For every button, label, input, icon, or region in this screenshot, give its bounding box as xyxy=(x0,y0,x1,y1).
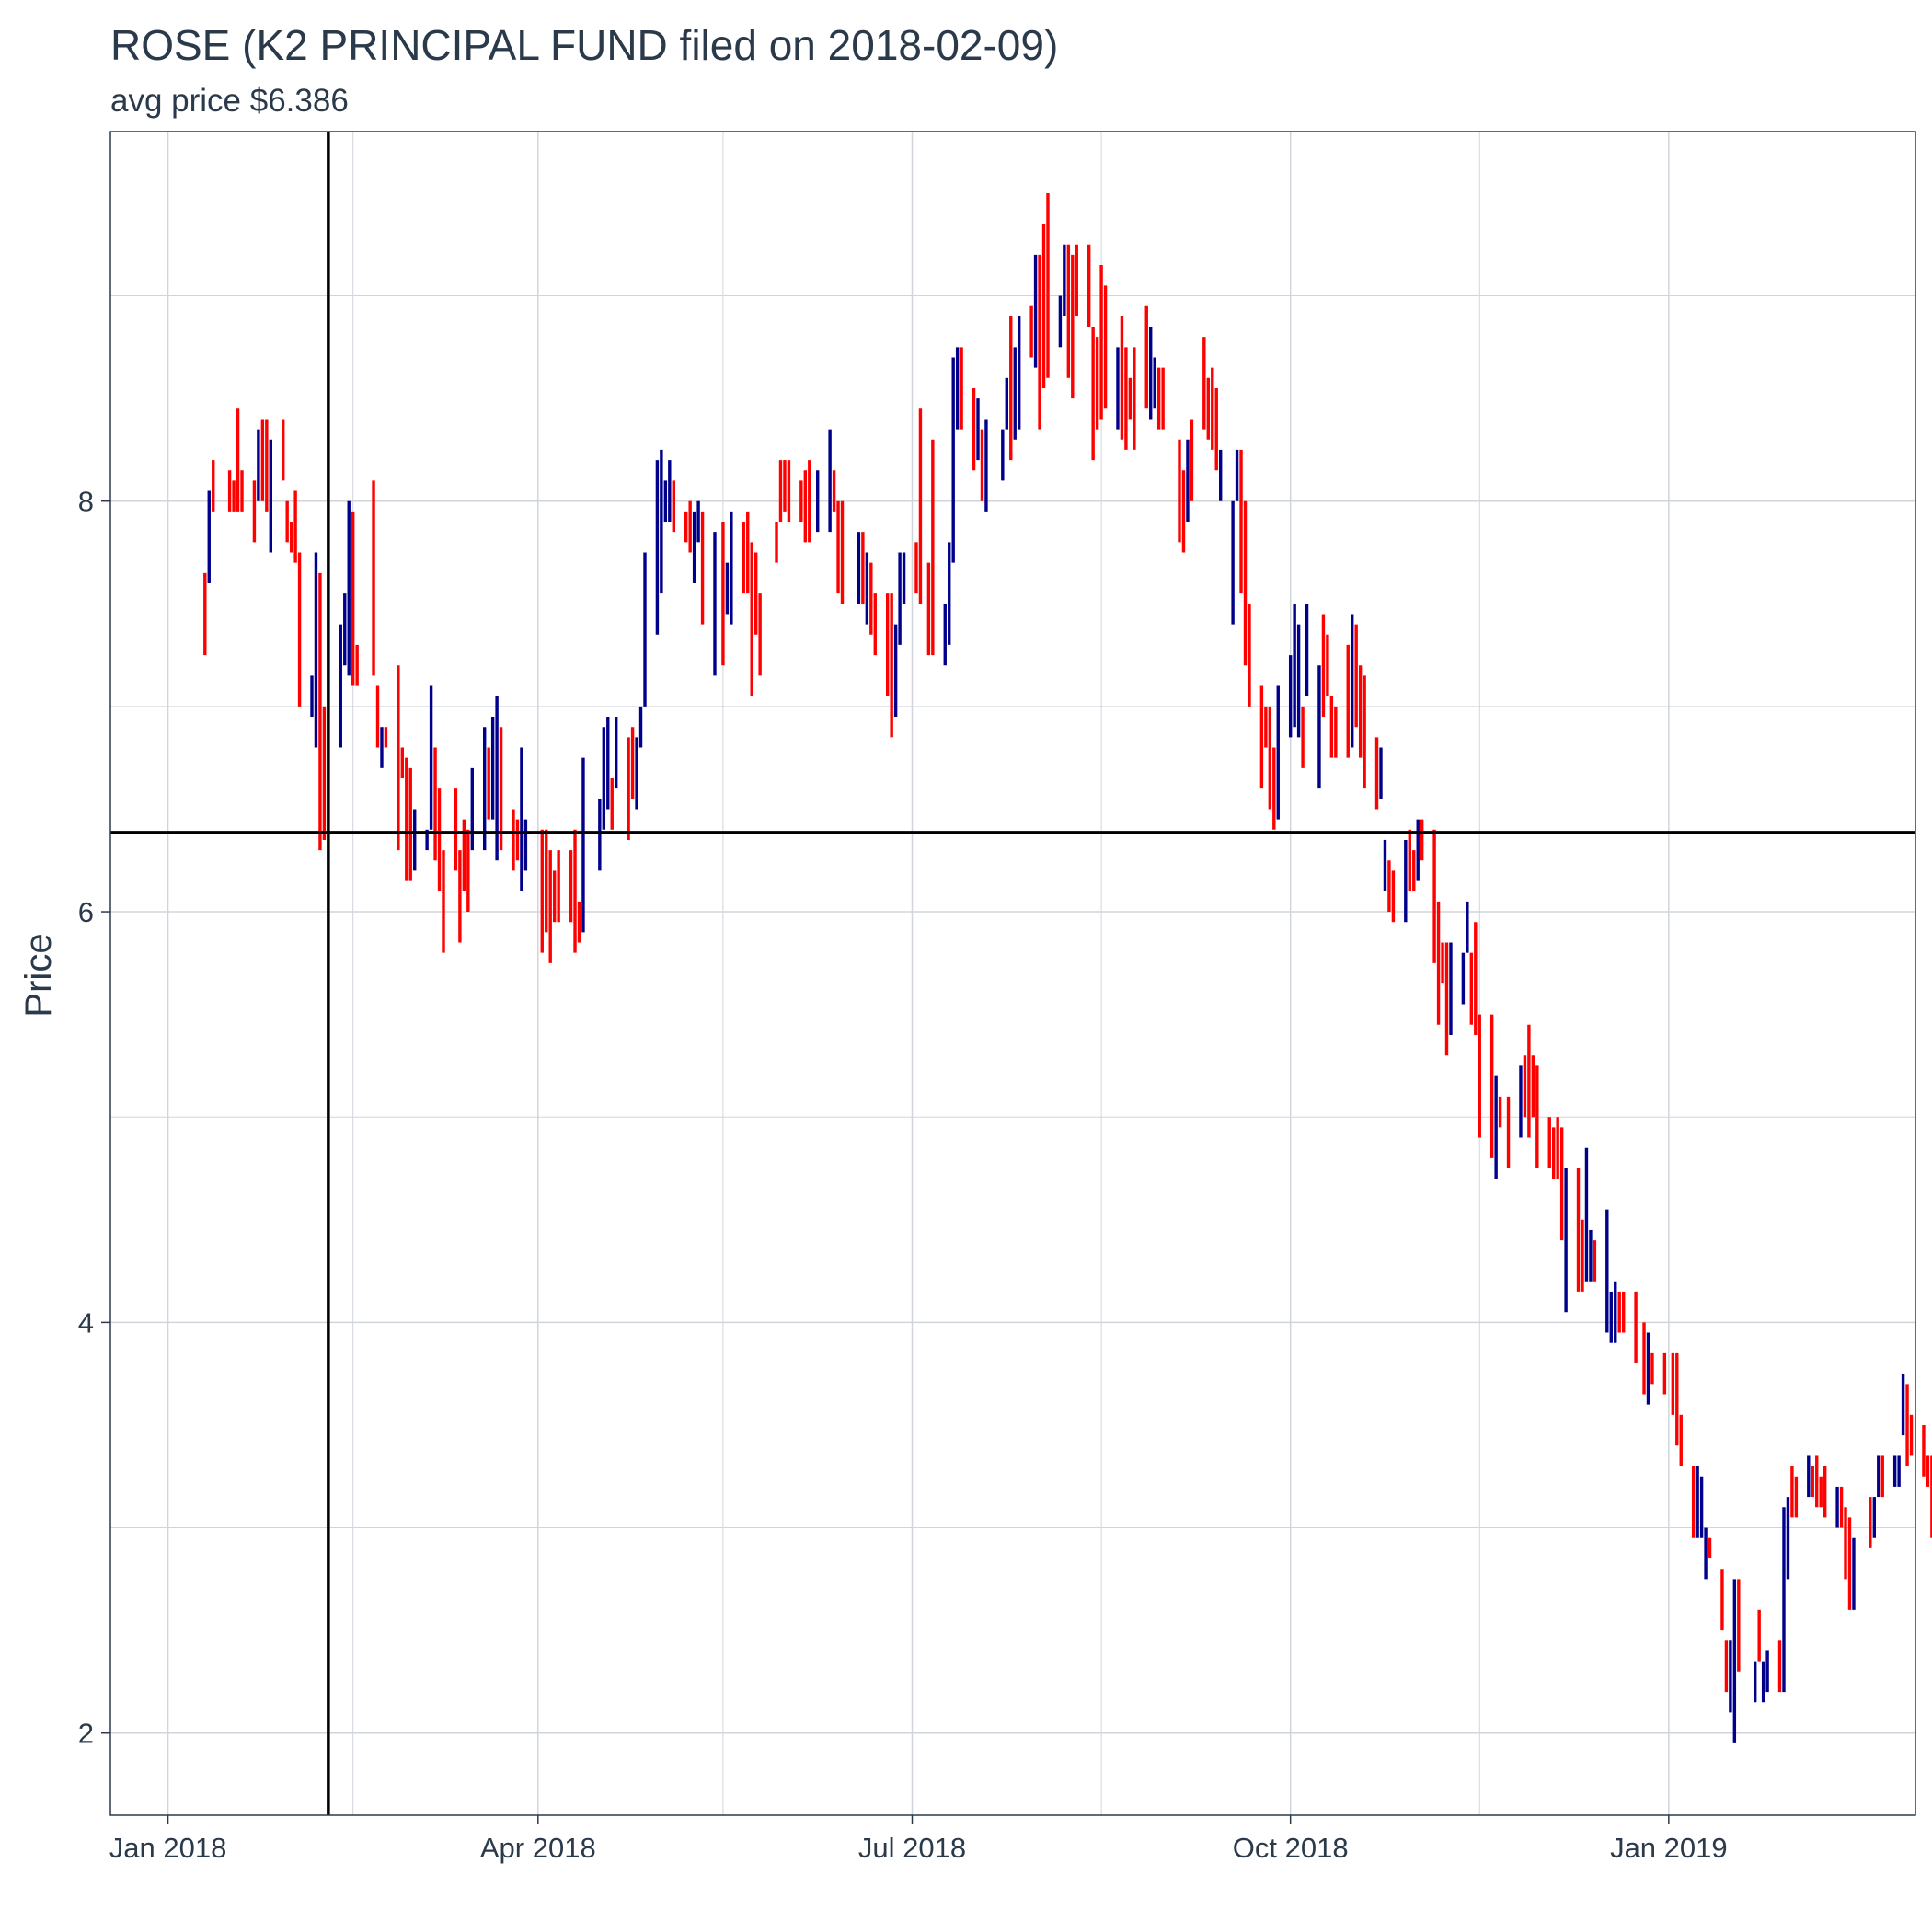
x-tick-label: Apr 2018 xyxy=(480,1832,596,1864)
x-tick-label: Jan 2018 xyxy=(109,1832,227,1864)
grid-lines xyxy=(110,132,1915,1815)
reference-lines xyxy=(110,132,1915,1815)
x-axis-ticks: Jan 2018 Apr 2018 Jul 2018 Oct 2018 Jan 2019 xyxy=(109,1815,1728,1864)
chart-subtitle: avg price $6.386 xyxy=(110,83,349,119)
x-tick-label: Oct 2018 xyxy=(1233,1832,1349,1864)
x-tick-label: Jan 2019 xyxy=(1610,1832,1728,1864)
y-tick-label: 8 xyxy=(78,486,94,518)
y-axis-title: Price xyxy=(18,933,59,1017)
y-tick-label: 4 xyxy=(78,1306,94,1339)
panel-border xyxy=(109,131,1916,1816)
y-tick-label: 6 xyxy=(78,896,94,928)
y-tick-label: 2 xyxy=(78,1718,94,1750)
ohlc-bars xyxy=(203,192,1932,1743)
x-tick-label: Jul 2018 xyxy=(858,1832,966,1864)
chart-title: ROSE (K2 PRINCIPAL FUND filed on 2018-02… xyxy=(110,21,1059,69)
y-axis-ticks: 2 4 6 8 xyxy=(78,486,110,1750)
